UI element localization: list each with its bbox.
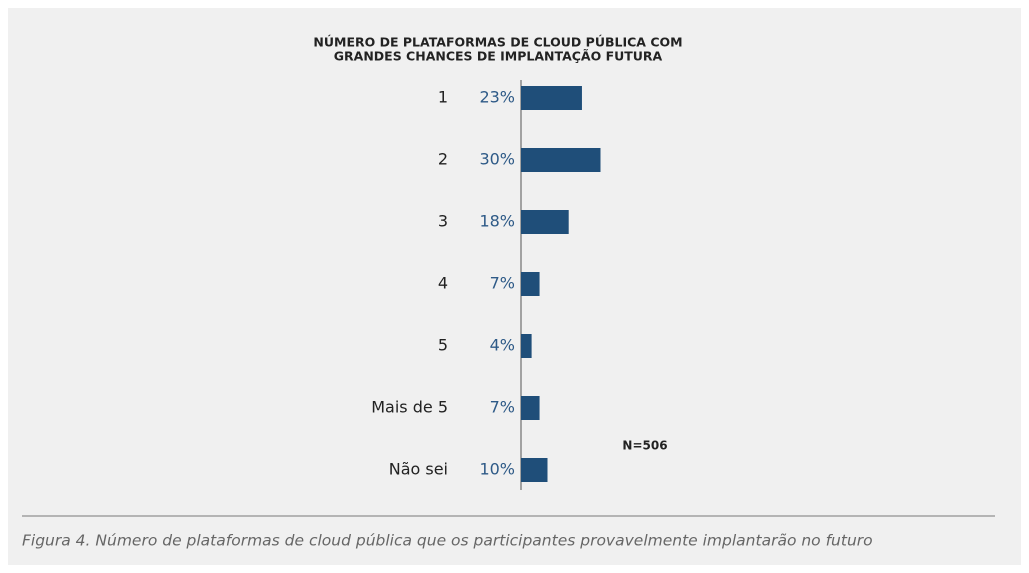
bar <box>521 86 582 110</box>
value-label: 7% <box>490 274 515 293</box>
value-label: 10% <box>479 460 515 479</box>
bar <box>521 396 540 420</box>
value-label: 4% <box>490 336 515 355</box>
value-label: 23% <box>479 88 515 107</box>
bar <box>521 272 540 296</box>
category-label: 4 <box>438 274 448 293</box>
panel <box>8 8 1021 565</box>
category-label: Não sei <box>389 460 448 479</box>
value-label: 18% <box>479 212 515 231</box>
category-label: 5 <box>438 336 448 355</box>
chart-title: NÚMERO DE PLATAFORMAS DE CLOUD PÚBLICA C… <box>313 35 682 50</box>
value-label: 30% <box>479 150 515 169</box>
category-label: 1 <box>438 88 448 107</box>
chart-title: GRANDES CHANCES DE IMPLANTAÇÃO FUTURA <box>334 49 663 64</box>
category-label: Mais de 5 <box>371 398 448 417</box>
category-label: 3 <box>438 212 448 231</box>
bar <box>521 334 532 358</box>
category-label: 2 <box>438 150 448 169</box>
value-label: 7% <box>490 398 515 417</box>
bar <box>521 210 569 234</box>
caption: Figura 4. Número de plataformas de cloud… <box>22 532 873 550</box>
bar <box>521 148 601 172</box>
annotation: N=506 <box>622 439 667 453</box>
bar <box>521 458 548 482</box>
